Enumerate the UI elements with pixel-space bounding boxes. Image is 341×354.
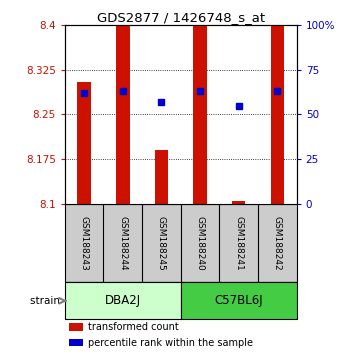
- Bar: [77, 81, 91, 204]
- Text: GSM188241: GSM188241: [234, 216, 243, 271]
- Text: percentile rank within the sample: percentile rank within the sample: [88, 338, 253, 348]
- Bar: [181, 282, 297, 319]
- Text: strain: strain: [30, 296, 64, 306]
- Text: GSM188244: GSM188244: [118, 216, 127, 270]
- Bar: [193, 25, 207, 204]
- Bar: [270, 25, 284, 204]
- Bar: [65, 282, 181, 319]
- Text: GSM188240: GSM188240: [195, 216, 205, 271]
- Text: C57BL6J: C57BL6J: [214, 294, 263, 307]
- Bar: [232, 201, 246, 204]
- Bar: [70, 323, 83, 331]
- Text: DBA2J: DBA2J: [105, 294, 141, 307]
- Text: transformed count: transformed count: [88, 322, 179, 332]
- Bar: [116, 25, 130, 204]
- Title: GDS2877 / 1426748_s_at: GDS2877 / 1426748_s_at: [97, 11, 265, 24]
- Text: GSM188243: GSM188243: [79, 216, 89, 271]
- Bar: [70, 339, 83, 347]
- Bar: [154, 150, 168, 204]
- Text: GSM188245: GSM188245: [157, 216, 166, 271]
- Text: GSM188242: GSM188242: [273, 216, 282, 270]
